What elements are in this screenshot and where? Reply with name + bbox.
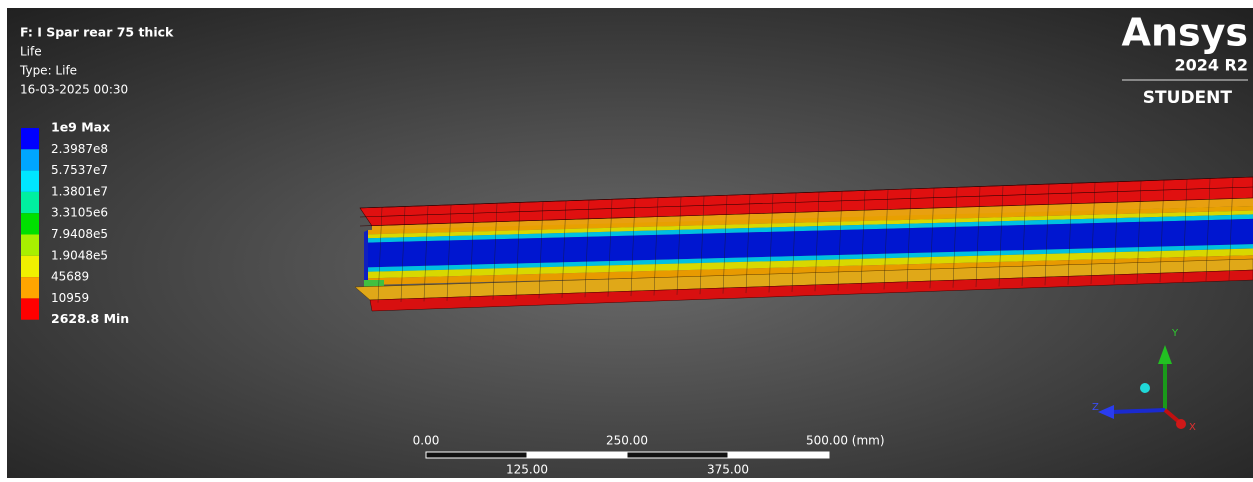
logo-brand: Ansys <box>1122 11 1248 55</box>
result-timestamp: 16-03-2025 00:30 <box>20 83 128 97</box>
legend-swatch <box>21 277 39 298</box>
legend-label: 10959 <box>51 291 89 305</box>
scale-label: 500.00 (mm) <box>806 434 885 448</box>
legend-swatch <box>21 128 39 149</box>
legend-label: 3.3105e6 <box>51 206 108 220</box>
legend-label: 2.3987e8 <box>51 142 108 156</box>
scale-segment <box>627 452 728 458</box>
scale-label: 125.00 <box>506 463 548 477</box>
triad-x-label: X <box>1189 422 1196 433</box>
scale-label: 0.00 <box>413 434 440 448</box>
triad-x-arrow <box>1176 419 1186 429</box>
result-type: Type: Life <box>19 64 77 78</box>
legend-label: 5.7537e7 <box>51 163 108 177</box>
legend-label: 1e9 Max <box>51 120 110 135</box>
legend-label: 1.9048e5 <box>51 248 108 262</box>
viewport: F: I Spar rear 75 thick Life Type: Life … <box>0 0 1253 482</box>
legend-swatch <box>21 213 39 234</box>
legend-swatch <box>21 149 39 170</box>
legend-swatch <box>21 192 39 213</box>
scale-segment <box>527 452 627 458</box>
legend-swatch <box>21 298 39 319</box>
scale-segment <box>728 452 829 458</box>
result-name: Life <box>20 45 42 59</box>
triad-z-axis <box>1112 410 1165 412</box>
triad-z-label: Z <box>1092 402 1099 413</box>
logo-version: 2024 R2 <box>1174 56 1248 75</box>
body: F: I Spar rear 75 thick Life Type: Life … <box>0 0 1253 482</box>
legend-label: 45689 <box>51 270 89 284</box>
legend-swatch <box>21 171 39 192</box>
web-end <box>364 230 368 288</box>
page: Ansys result view {"header":{"title":"F:… <box>0 0 1253 482</box>
result-title: F: I Spar rear 75 thick <box>20 25 174 40</box>
scale-label: 250.00 <box>606 434 648 448</box>
triad-origin-ball <box>1140 383 1150 393</box>
logo-edition: STUDENT <box>1143 88 1233 108</box>
scale-segment <box>426 452 527 458</box>
scale-label: 375.00 <box>707 463 749 477</box>
triad-y-label: Y <box>1171 328 1179 339</box>
legend-swatch <box>21 235 39 256</box>
legend-label: 2628.8 Min <box>51 311 129 326</box>
legend-label: 7.9408e5 <box>51 227 108 241</box>
legend-swatch <box>21 256 39 277</box>
legend-label: 1.3801e7 <box>51 184 108 198</box>
